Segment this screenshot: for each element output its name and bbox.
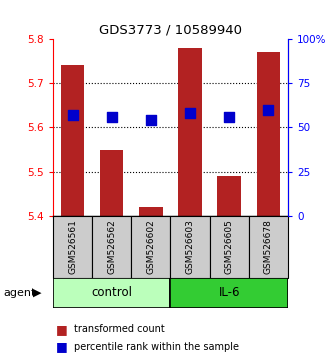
Bar xyxy=(139,207,163,216)
Text: percentile rank within the sample: percentile rank within the sample xyxy=(74,342,239,352)
Bar xyxy=(257,52,280,216)
Text: GSM526605: GSM526605 xyxy=(225,219,234,274)
Bar xyxy=(170,278,288,308)
Bar xyxy=(131,216,170,278)
Point xyxy=(187,110,193,116)
Bar xyxy=(210,216,249,278)
Text: GSM526602: GSM526602 xyxy=(146,219,155,274)
Text: GSM526603: GSM526603 xyxy=(186,219,195,274)
Text: ■: ■ xyxy=(56,341,68,353)
Bar xyxy=(217,176,241,216)
Title: GDS3773 / 10589940: GDS3773 / 10589940 xyxy=(99,23,242,36)
Bar xyxy=(100,150,123,216)
Text: control: control xyxy=(91,286,132,299)
Text: ■: ■ xyxy=(56,323,68,336)
Bar xyxy=(178,48,202,216)
Bar xyxy=(53,278,170,308)
Point xyxy=(266,107,271,113)
Point xyxy=(226,114,232,120)
Point xyxy=(70,112,75,118)
Text: GSM526562: GSM526562 xyxy=(107,219,116,274)
Text: GSM526561: GSM526561 xyxy=(68,219,77,274)
Text: transformed count: transformed count xyxy=(74,324,165,334)
Point xyxy=(109,114,114,120)
Bar xyxy=(170,216,210,278)
Text: agent: agent xyxy=(3,288,36,298)
Bar xyxy=(53,216,92,278)
Text: ▶: ▶ xyxy=(33,288,42,298)
Bar xyxy=(92,216,131,278)
Point xyxy=(148,118,154,123)
Text: GSM526678: GSM526678 xyxy=(264,219,273,274)
Text: IL-6: IL-6 xyxy=(218,286,240,299)
Bar xyxy=(61,65,84,216)
Bar xyxy=(249,216,288,278)
